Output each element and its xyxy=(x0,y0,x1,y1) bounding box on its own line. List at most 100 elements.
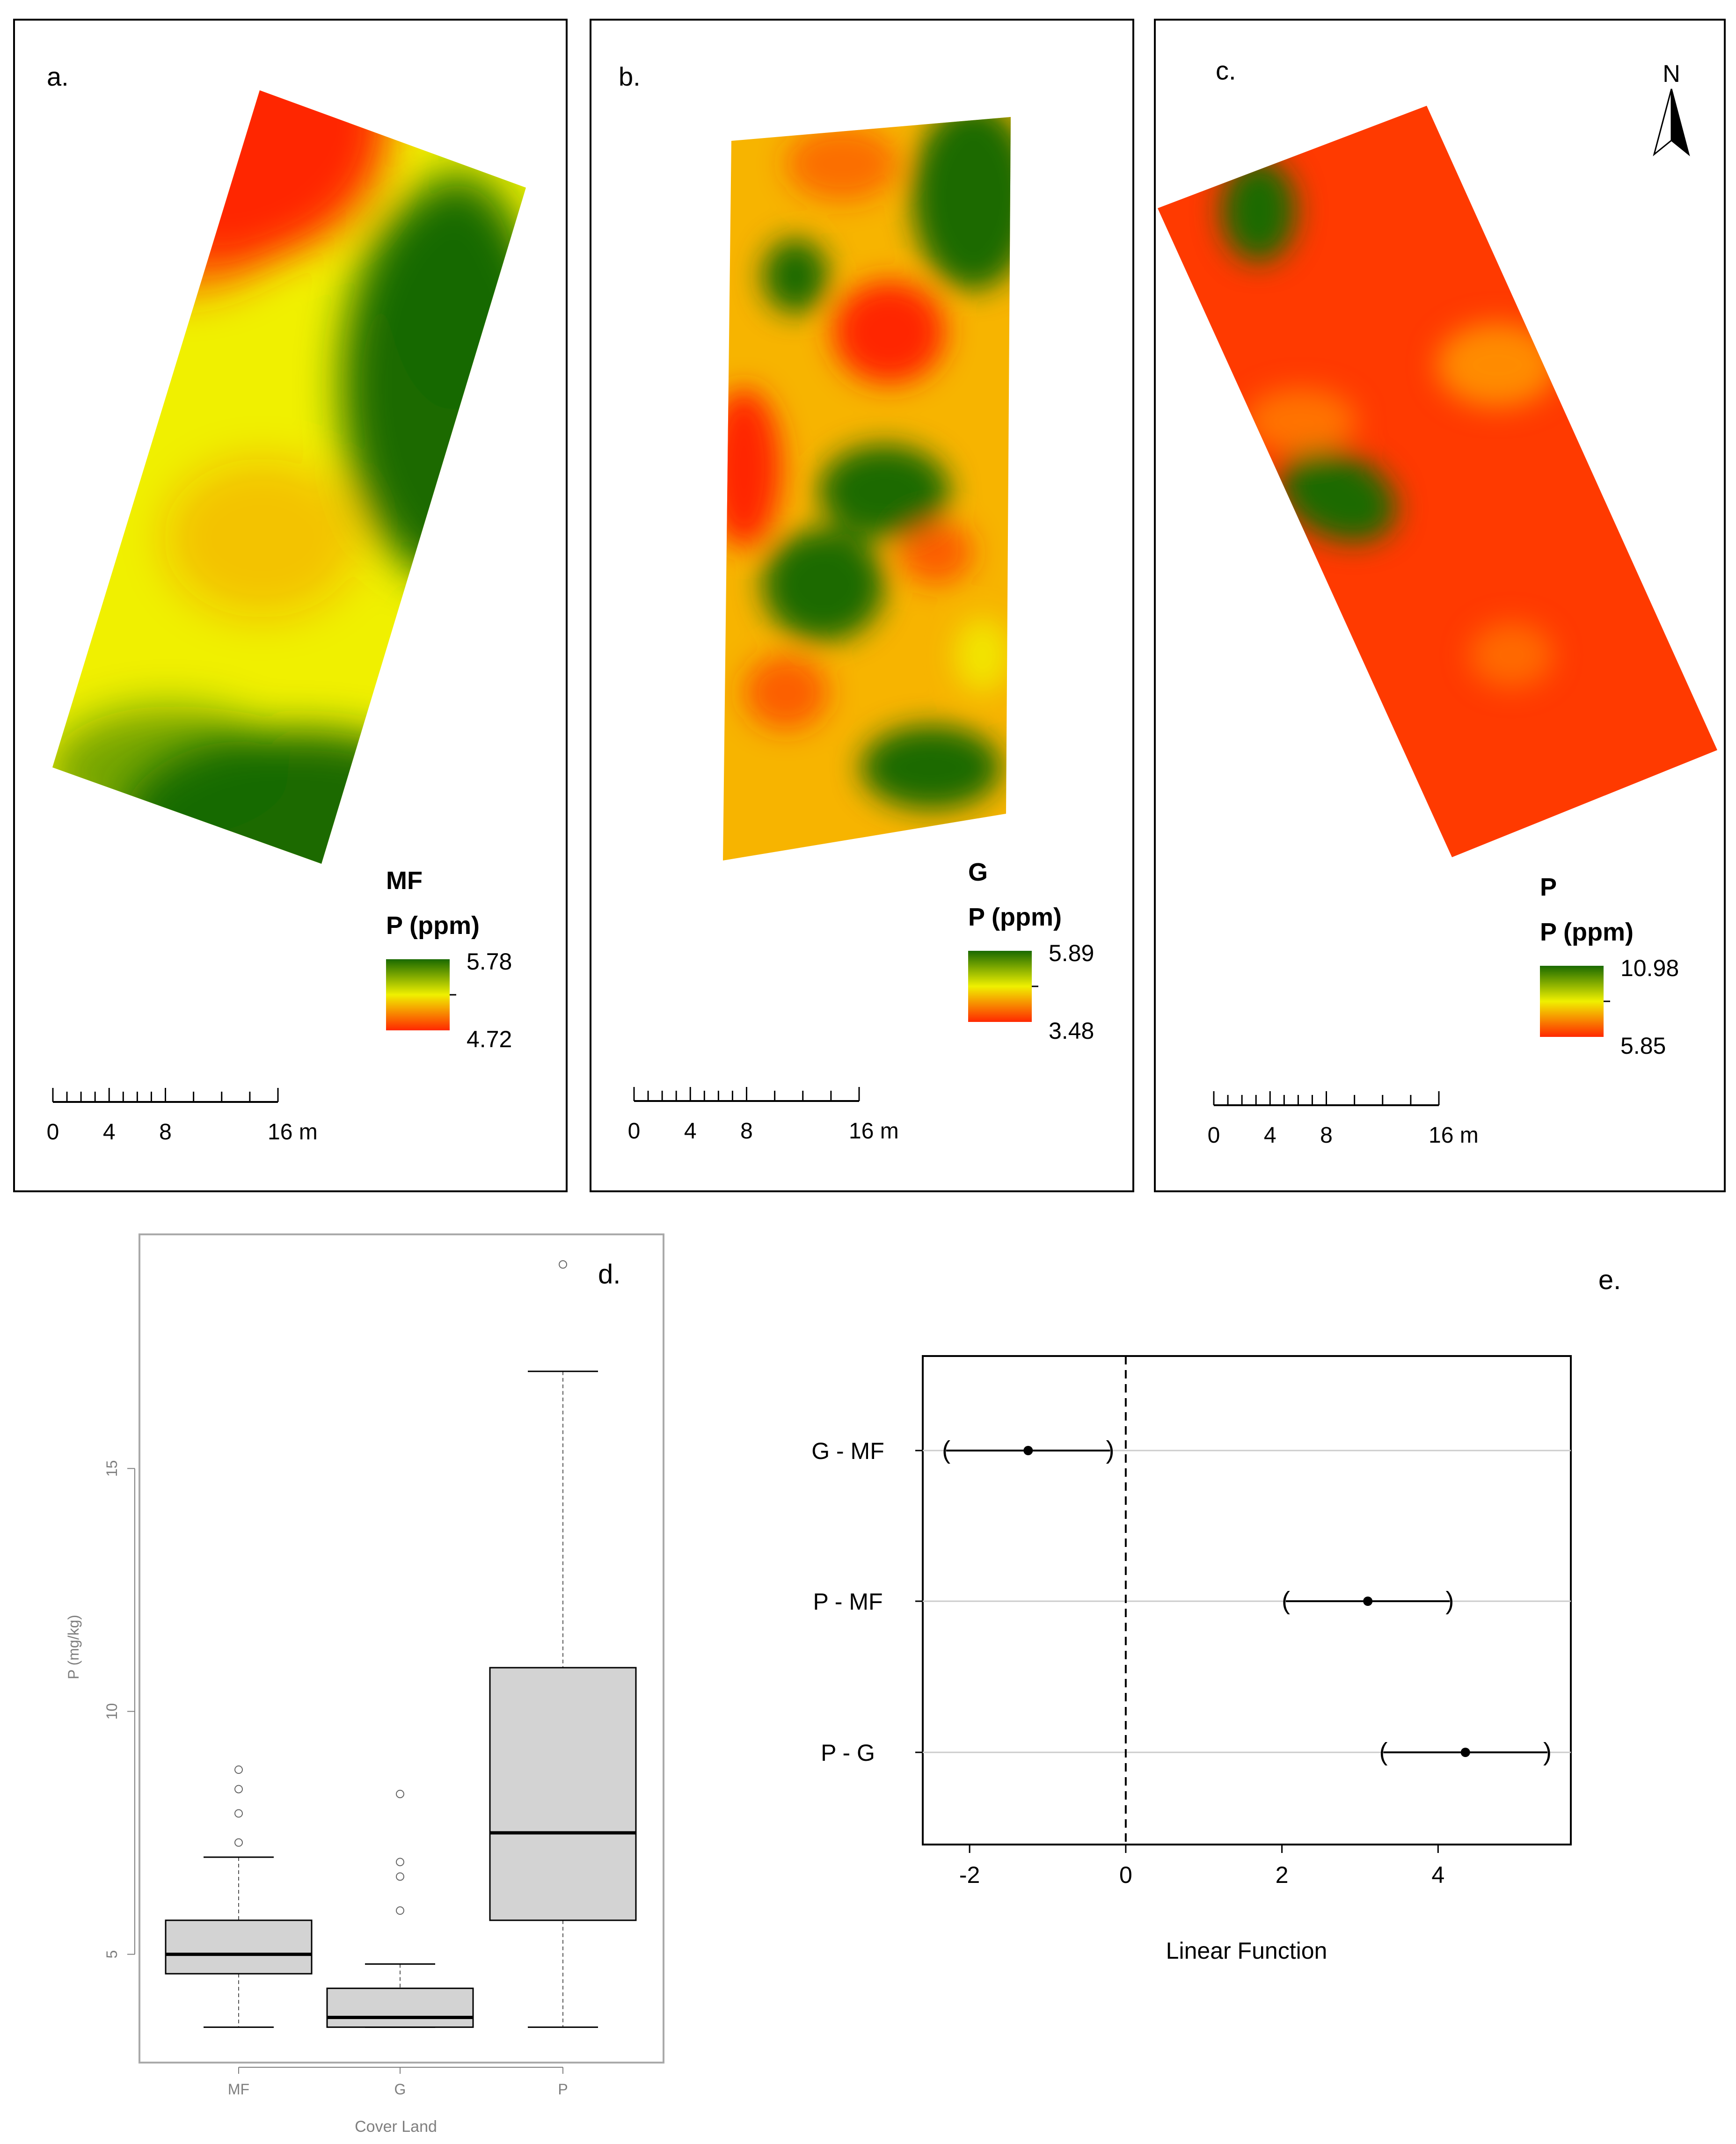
interval-x-axis-title: Linear Function xyxy=(1166,1938,1328,1964)
interval-plot: G - MFP - MFP - G()()()-2 0 2 4 xyxy=(811,1356,1571,1888)
interval-panel-label: e. xyxy=(1598,1265,1621,1295)
scale-bar-tick-label: 4 xyxy=(103,1120,116,1145)
legend-cover-label: G xyxy=(968,858,988,886)
scale-bar-tick-label: 4 xyxy=(684,1119,697,1144)
boxplot-y-axis-title: P (mg/kg) xyxy=(65,1615,82,1679)
interval-row-label: G - MF xyxy=(811,1438,884,1464)
scale-bar-tick-label: 16 m xyxy=(849,1119,899,1144)
scale-bar-tick-label: 8 xyxy=(1320,1123,1333,1148)
north-arrow-icon: N xyxy=(1653,60,1690,157)
map-legends: MF P (ppm) 5.78 4.72 G P (ppm) 5.89 3.48 P P (ppm… xyxy=(386,858,1679,1059)
boxplot-x-axis-title: Cover Land xyxy=(355,2118,437,2136)
legend-b: G P (ppm) 5.89 3.48 xyxy=(968,858,1094,1044)
interval-estimate-point xyxy=(1363,1597,1373,1606)
scale-bar-a: 0 4 8 16 m xyxy=(47,1088,318,1145)
legend-min-label: 4.72 xyxy=(467,1026,512,1052)
legend-min-label: 5.85 xyxy=(1620,1033,1666,1059)
scale-bar-tick-label: 16 m xyxy=(1429,1123,1479,1148)
map-b-surface xyxy=(723,117,1011,861)
scale-bar-c: 0 4 8 16 m xyxy=(1208,1091,1479,1148)
outlier-point xyxy=(234,1838,243,1847)
legend-max-label: 10.98 xyxy=(1620,955,1679,981)
legend-color-ramp xyxy=(386,959,450,1030)
boxplot-panel-label: d. xyxy=(598,1259,620,1290)
box-P xyxy=(489,1260,637,2028)
legend-c: P P (ppm) 10.98 5.85 xyxy=(1540,873,1679,1059)
interval-plot-frame xyxy=(922,1355,1572,1845)
interval-estimate-point xyxy=(1023,1446,1033,1455)
map-c-surface xyxy=(1158,106,1717,857)
map-panel-c-label: c. xyxy=(1216,56,1236,85)
legend-min-label: 3.48 xyxy=(1049,1018,1094,1044)
map-panel-a-frame xyxy=(13,19,568,1192)
legend-variable-label: P (ppm) xyxy=(386,912,480,940)
scale-bar-tick-label: 8 xyxy=(159,1120,172,1145)
interval-ci-upper-bracket: ) xyxy=(1543,1738,1552,1766)
legend-max-label: 5.89 xyxy=(1049,940,1094,966)
legend-color-ramp xyxy=(968,951,1032,1022)
interval-row-label: P - G xyxy=(821,1740,875,1766)
scale-bar-tick-label: 8 xyxy=(740,1119,753,1144)
interval-panel: e. G - MFP - MFP - G()()()-2 0 2 4 Linear F… xyxy=(811,1265,1621,1964)
interval-ci-lower-bracket: ( xyxy=(942,1436,950,1464)
legend-color-ramp xyxy=(1540,966,1604,1037)
interval-G-MF: () xyxy=(942,1436,1114,1464)
interval-P-G: () xyxy=(1379,1738,1552,1766)
interval-x-tick-label: -2 xyxy=(959,1862,980,1888)
interval-x-tick-label: 4 xyxy=(1431,1862,1444,1888)
outlier-point xyxy=(396,1906,404,1915)
box-iqr xyxy=(489,1667,637,1921)
legend-cover-label: P xyxy=(1540,873,1557,901)
interval-P-MF: () xyxy=(1282,1587,1454,1615)
scale-bar-tick-label: 0 xyxy=(1208,1123,1220,1148)
boxplot-y-tick-label: 5 xyxy=(103,1950,120,1959)
legend-max-label: 5.78 xyxy=(467,948,512,975)
map-panel-a: a. xyxy=(13,19,568,1192)
interval-estimate-point xyxy=(1460,1748,1470,1757)
map-panel-b-frame xyxy=(590,19,1134,1192)
north-label: N xyxy=(1663,60,1680,88)
box-iqr xyxy=(165,1919,313,1975)
outlier-point xyxy=(559,1260,567,1269)
legend-variable-label: P (ppm) xyxy=(1540,918,1634,946)
outlier-point xyxy=(234,1785,243,1794)
boxplot-panel: d. 5 10 15 MF G P Cover Land P (mg/kg) xyxy=(65,1233,664,2136)
scale-bar-b: 0 4 8 16 m xyxy=(628,1087,899,1144)
legend-a: MF P (ppm) 5.78 4.72 xyxy=(386,867,512,1052)
interval-row-label: P - MF xyxy=(813,1589,883,1615)
scale-bar-tick-label: 0 xyxy=(47,1120,59,1145)
interval-x-tick-label: 0 xyxy=(1119,1862,1132,1888)
boxplot-plot: 5 10 15 MF G P xyxy=(103,1260,637,2098)
outlier-point xyxy=(396,1872,404,1881)
map-panel-c-frame xyxy=(1154,19,1726,1192)
map-panel-b-label: b. xyxy=(619,62,641,91)
outlier-point xyxy=(234,1809,243,1818)
map-a-surface xyxy=(52,90,526,864)
box-G xyxy=(326,1789,474,2028)
boxplot-y-tick-label: 10 xyxy=(103,1703,120,1720)
boxplot-y-tick-label: 15 xyxy=(103,1460,120,1477)
map-panel-a-label: a. xyxy=(47,62,69,91)
boxplot-frame xyxy=(139,1233,664,2064)
interval-x-tick-label: 2 xyxy=(1276,1862,1289,1888)
legend-cover-label: MF xyxy=(386,867,423,895)
outlier-point xyxy=(234,1765,243,1774)
interval-ci-lower-bracket: ( xyxy=(1282,1587,1290,1615)
scale-bar-tick-label: 0 xyxy=(628,1119,641,1144)
map-scale-bars: 0 4 8 16 m 0 4 8 16 m 0 4 8 16 m xyxy=(47,1087,1479,1148)
boxplot-x-tick-label: G xyxy=(394,2081,406,2098)
scale-bar-tick-label: 4 xyxy=(1264,1123,1276,1148)
map-panel-c: c. N xyxy=(1154,19,1726,1192)
interval-ci-upper-bracket: ) xyxy=(1106,1436,1114,1464)
interval-ci-lower-bracket: ( xyxy=(1379,1738,1388,1766)
boxplot-x-tick-label: P xyxy=(558,2081,568,2098)
box-iqr xyxy=(326,1987,474,2028)
outlier-point xyxy=(396,1858,404,1867)
legend-variable-label: P (ppm) xyxy=(968,903,1062,931)
outlier-point xyxy=(396,1789,404,1798)
box-MF xyxy=(165,1765,313,2028)
boxplot-x-tick-label: MF xyxy=(228,2081,249,2098)
scale-bar-tick-label: 16 m xyxy=(268,1120,318,1145)
interval-ci-upper-bracket: ) xyxy=(1445,1587,1454,1615)
